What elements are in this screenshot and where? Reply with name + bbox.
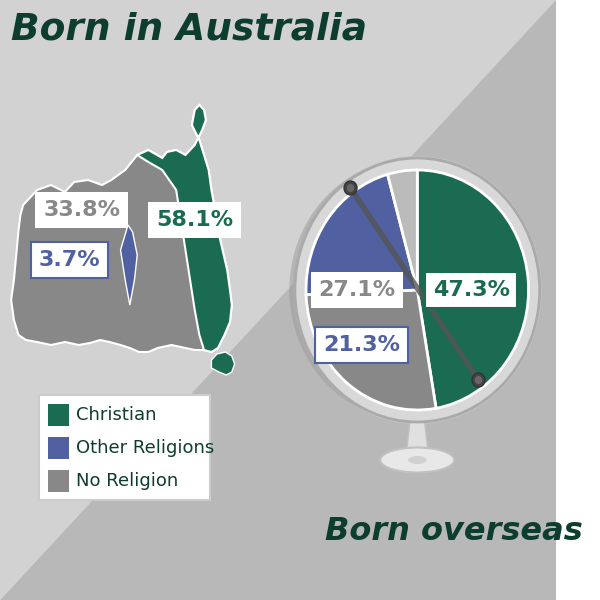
Circle shape: [295, 158, 539, 422]
Text: Born in Australia: Born in Australia: [11, 12, 367, 48]
Bar: [48, 470, 68, 492]
Text: Other Religions: Other Religions: [76, 439, 214, 457]
FancyBboxPatch shape: [39, 395, 211, 500]
Polygon shape: [0, 0, 556, 600]
Text: Born overseas: Born overseas: [325, 517, 583, 547]
Text: 58.1%: 58.1%: [156, 210, 233, 230]
Text: 21.3%: 21.3%: [323, 335, 400, 355]
Text: 27.1%: 27.1%: [319, 280, 395, 300]
Wedge shape: [388, 170, 417, 290]
Text: 33.8%: 33.8%: [43, 200, 120, 220]
Circle shape: [472, 373, 485, 387]
Polygon shape: [211, 352, 235, 375]
Circle shape: [475, 376, 482, 384]
Polygon shape: [137, 105, 232, 352]
Wedge shape: [306, 290, 436, 410]
Bar: [48, 404, 68, 426]
Wedge shape: [306, 175, 417, 295]
Text: Christian: Christian: [76, 406, 157, 424]
Wedge shape: [417, 170, 529, 408]
Polygon shape: [121, 225, 137, 305]
Polygon shape: [406, 422, 428, 455]
Bar: [48, 437, 68, 459]
Circle shape: [293, 156, 542, 424]
Text: 47.3%: 47.3%: [433, 280, 509, 300]
Polygon shape: [0, 0, 556, 600]
Circle shape: [347, 184, 354, 192]
Ellipse shape: [380, 448, 454, 473]
Text: 3.7%: 3.7%: [39, 250, 100, 270]
Circle shape: [289, 160, 530, 420]
Ellipse shape: [408, 456, 427, 464]
Circle shape: [344, 181, 357, 195]
Text: No Religion: No Religion: [76, 472, 178, 490]
Polygon shape: [11, 105, 232, 352]
